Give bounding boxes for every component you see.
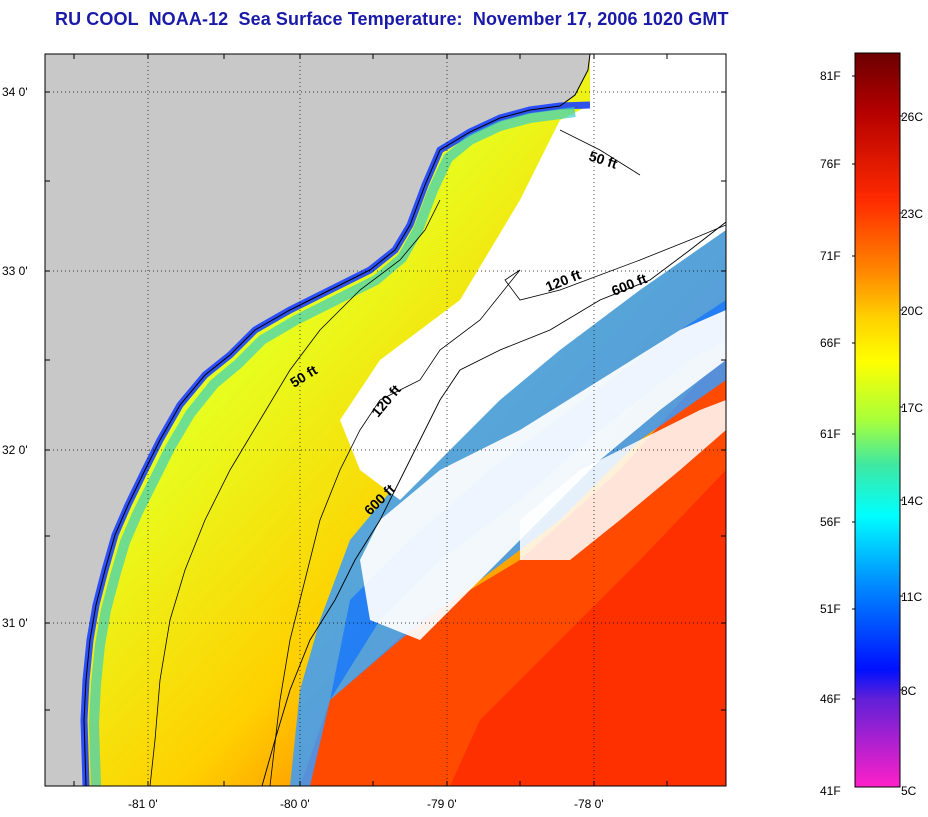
colorbar-f-label: 46F [820,692,841,706]
colorbar-gradient [854,52,901,788]
land-area [45,54,590,786]
colorbar-c-label: 8C [901,684,917,698]
coastal-fringe-inner [88,107,576,786]
lon-label: -81 0' [128,797,158,811]
axis-ticks [45,54,726,786]
graticule [45,54,726,786]
nodata-area [590,54,726,160]
lon-label: -79 0' [427,797,457,811]
isobath-120ft [269,224,726,786]
colorbar-f-label: 81F [820,69,841,83]
lat-label: 31 0' [2,616,28,630]
colorbar-c-label: 23C [901,207,923,221]
colorbar-c-label: 14C [901,494,923,508]
coastline [83,54,591,786]
lon-label: -78 0' [574,797,604,811]
colorbar-c-label: 20C [901,304,923,318]
colorbar-f-label: 76F [820,157,841,171]
lon-label: -80 0' [280,797,310,811]
colorbar-c-label: 26C [901,110,923,124]
colorbar-c-label: 11C [901,590,922,604]
colorbar: 81F 76F 71F 66F 61F 56F 51F 46F 41F 26C … [820,52,923,798]
colorbar-f-label: 51F [820,602,841,616]
colorbar-f-label: 61F [820,427,841,441]
colorbar-f-label: 71F [820,249,841,263]
colorbar-c-label: 5C [901,784,917,798]
isobath-600ft [261,221,726,786]
cloud-mask-area [360,310,726,640]
colorbar-c-label: 17C [901,401,923,415]
chart-title: RU COOL NOAA-12 Sea Surface Temperature:… [55,9,729,29]
sst-map: 34 0' 33 0' 32 0' 31 0' -81 0' -80 0' -7… [2,53,727,811]
colorbar-f-label: 56F [820,515,841,529]
colorbar-f-label: 66F [820,336,841,350]
lat-label: 33 0' [2,264,28,278]
isobath-50ft [149,129,641,786]
cloud-mask-area [520,400,726,560]
map-frame [44,53,727,787]
lat-label: 32 0' [2,443,28,457]
lat-label: 34 0' [2,85,28,99]
colorbar-f-label: 41F [820,784,841,798]
warm-water-core [450,470,726,786]
cloud-mask-area [340,70,726,500]
